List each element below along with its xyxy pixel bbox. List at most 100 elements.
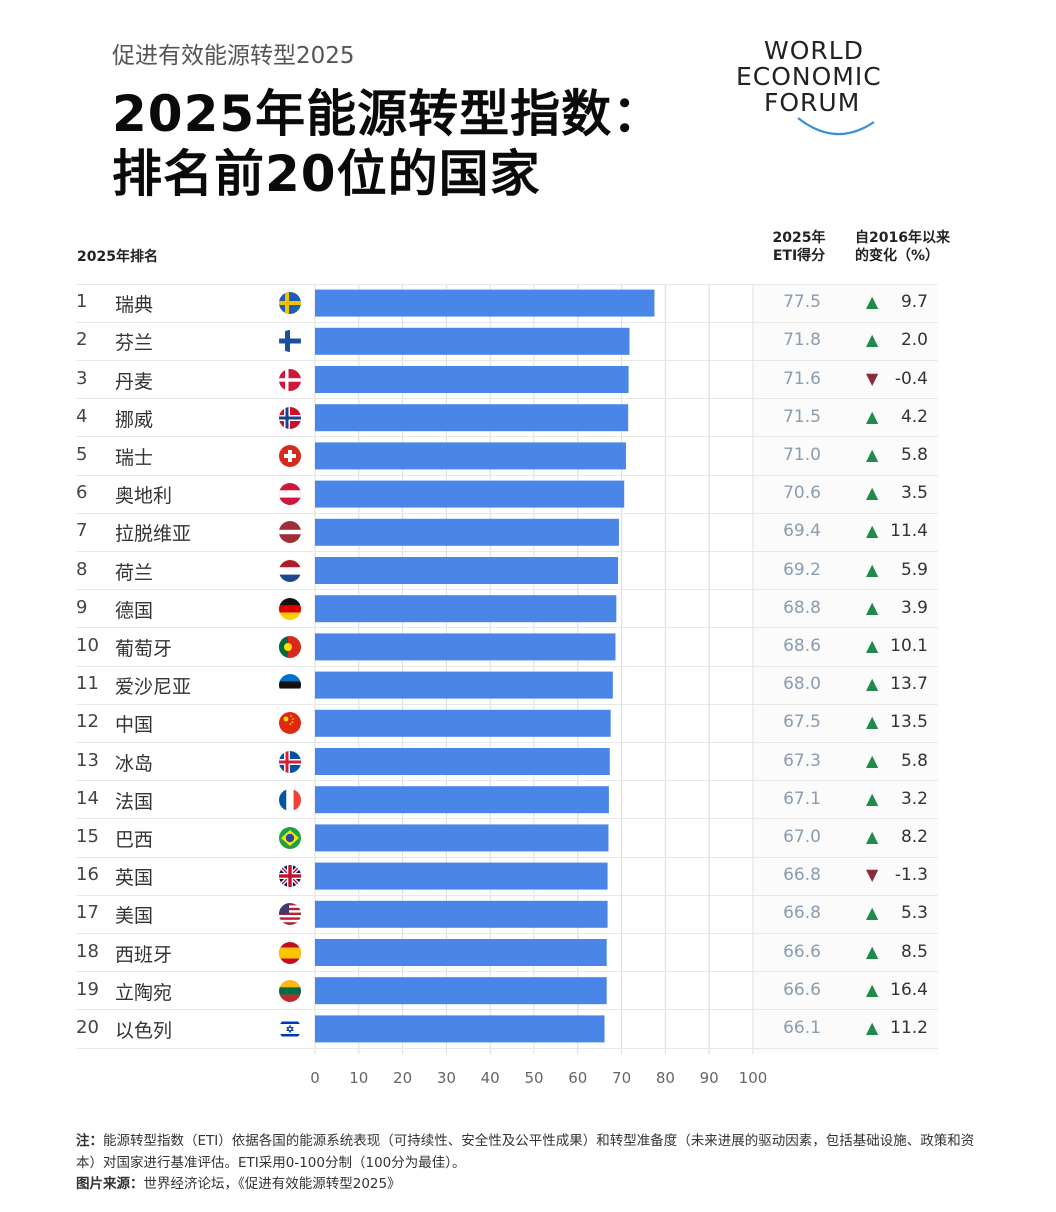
row-separator [76,589,938,591]
change-value: 4.2 [900,406,928,427]
bar-israel [315,1015,605,1043]
rank-number: 7 [76,520,88,542]
country-name: 以色列 [115,1019,173,1042]
x-tick-label: 60 [568,1069,587,1087]
eti-score: 66.6 [783,979,821,1000]
triangle-up-icon: ▲ [866,521,879,541]
x-tick-label: 0 [310,1069,320,1087]
row-separator [76,741,938,743]
footnote-label: 注： [76,1133,103,1149]
x-tick-label: 10 [349,1069,368,1087]
austria-flag-icon [279,483,301,506]
eti-score: 66.1 [783,1017,821,1038]
eti-score: 71.0 [783,444,821,465]
france-flag-icon [279,788,301,811]
score-column-header: 2025年 ETI得分 [768,229,830,265]
change-value: 9.7 [900,292,928,313]
brazil-flag-icon [279,826,301,849]
footnote: 注：能源转型指数（ETI）依据各国的能源系统表现（可持续性、安全性及公平性成果）… [76,1130,976,1174]
change-value: 3.9 [900,597,928,618]
country-name: 西班牙 [115,943,173,966]
finland-flag-icon [279,330,301,353]
score-header-line1: 2025年 [772,230,826,246]
row-separator [76,474,938,476]
rank-number: 14 [76,787,99,809]
country-name: 奥地利 [115,485,173,508]
country-name: 英国 [115,867,154,890]
denmark-flag-icon [279,368,301,391]
row-separator [76,703,938,705]
triangle-up-icon: ▲ [866,597,879,617]
rank-number: 18 [76,940,99,962]
bar-france [315,786,609,814]
country-name: 中国 [115,714,154,737]
bar-finland [315,327,630,355]
triangle-down-icon: ▼ [866,368,879,388]
eti-score: 71.8 [783,330,821,351]
bar-norway [315,404,629,432]
change-value: 8.5 [900,941,928,962]
bar-iceland [315,748,610,775]
eti-score: 68.6 [783,635,821,656]
triangle-up-icon: ▲ [866,292,879,312]
bar-brazil [315,824,609,852]
rank-number: 17 [76,902,99,924]
change-value: 5.9 [900,559,928,580]
change-value: 8.2 [900,826,928,847]
eti-score: 69.4 [783,521,821,542]
triangle-up-icon: ▲ [866,635,879,655]
spain-flag-icon [279,941,301,964]
rank-number: 1 [76,291,88,313]
bar-sweden [315,289,655,317]
bar-germany [315,595,617,623]
row-separator [76,818,938,820]
norway-flag-icon [279,406,301,429]
estonia-flag-icon [279,674,301,697]
change-value: 2.0 [900,330,928,351]
x-tick-label: 20 [393,1069,412,1087]
triangle-up-icon: ▲ [866,1017,879,1037]
row-separator [76,398,938,400]
triangle-up-icon: ▲ [866,903,879,923]
triangle-up-icon: ▲ [866,444,879,464]
eti-score: 66.6 [783,941,821,962]
change-value: 3.5 [900,483,928,504]
eti-bar-chart: 0 10 20 30 40 50 60 70 80 90 100 [310,284,768,1087]
rank-number: 11 [76,673,99,695]
portugal-flag-icon [279,635,301,658]
triangle-up-icon: ▲ [866,941,879,961]
country-name: 美国 [115,905,154,928]
country-name: 荷兰 [115,561,154,584]
rank-number: 4 [76,405,88,427]
rank-number: 15 [76,825,99,847]
eti-score: 69.2 [783,559,821,580]
rank-column-header: 2025年排名 [77,249,158,265]
row-separator [76,1047,938,1049]
source-text: 世界经济论坛，《促进有效能源转型2025》 [143,1176,401,1192]
country-name: 法国 [115,790,154,813]
logo-word-3: FORUM [764,88,861,117]
row-separator [76,932,938,934]
eti-score: 67.1 [783,788,821,809]
wef-logo: WORLD ECONOMIC FORUM [736,36,916,136]
bar-portugal [315,633,616,661]
usa-flag-icon [279,903,301,926]
row-separator [76,780,938,782]
rank-number: 3 [76,367,88,389]
change-header-line2: 的变化（%） [855,248,940,264]
triangle-up-icon: ▲ [866,712,879,732]
switzerland-flag-icon [279,444,301,467]
triangle-up-icon: ▲ [866,979,879,999]
country-name: 丹麦 [115,370,154,393]
eti-score: 66.8 [783,865,821,886]
triangle-down-icon: ▼ [866,865,879,885]
eti-score: 77.5 [783,292,821,313]
rank-number: 8 [76,558,88,580]
change-value: 10.1 [890,635,928,656]
bar-switzerland [315,442,626,470]
eti-score: 71.6 [783,368,821,389]
iceland-flag-icon [279,750,301,773]
x-tick-label: 40 [481,1069,500,1087]
germany-flag-icon [279,597,301,620]
latvia-flag-icon [279,521,301,544]
